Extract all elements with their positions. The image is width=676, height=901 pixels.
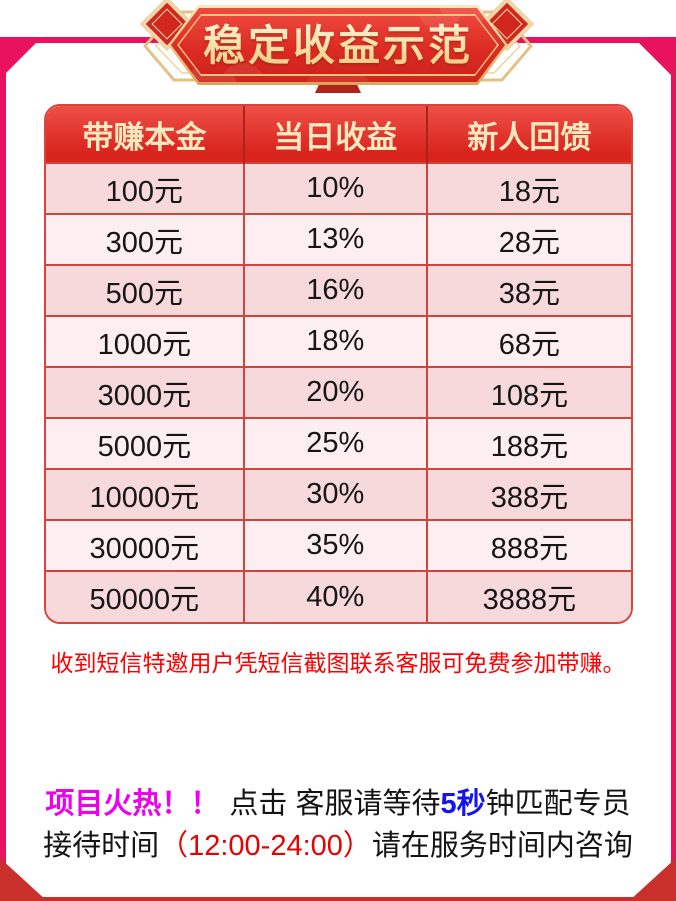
col-header-newcomer-reward: 新人回馈: [425, 106, 631, 163]
table-row: 30000元 35% 888元: [46, 519, 631, 571]
table-cell: 100元: [46, 162, 244, 214]
col-header-daily-income: 当日收益: [242, 106, 427, 163]
footer-line-2: 接待时间（12:00-24:00）请在服务时间内咨询: [0, 825, 676, 867]
table-cell: 300元: [46, 213, 244, 265]
table-row: 500元 16% 38元: [46, 264, 631, 316]
table-cell: 18%: [242, 315, 427, 367]
footer-line-1: 项目火热！！ 点击 客服请等待5秒钟匹配专员: [0, 783, 676, 825]
service-hours-label: 接待时间: [43, 830, 160, 862]
table-cell: 30000元: [46, 519, 244, 571]
table-cell: 68元: [425, 315, 631, 367]
table-cell: 28元: [425, 213, 631, 265]
table-cell: 40%: [242, 570, 427, 622]
banner-plaque: 稳定收益示范: [168, 5, 508, 85]
table-cell: 5000元: [46, 417, 244, 469]
table-cell: 38元: [425, 264, 631, 316]
table-cell: 1000元: [46, 315, 244, 367]
table-row: 5000元 25% 188元: [46, 417, 631, 469]
table-cell: 13%: [242, 213, 427, 265]
table-cell: 10%: [242, 162, 427, 214]
table-row: 300元 13% 28元: [46, 213, 631, 265]
table-cell: 16%: [242, 264, 427, 316]
table-cell: 388元: [425, 468, 631, 520]
plaque-red-inner: [179, 16, 497, 74]
table-cell: 25%: [242, 417, 427, 469]
table-cell: 30%: [242, 468, 427, 520]
banner-title: 稳定收益示范: [168, 5, 508, 85]
table-body: 100元 10% 18元 300元 13% 28元 500元 16% 38元 1000元 18% 68…: [46, 162, 631, 622]
table-cell: 108元: [425, 366, 631, 418]
table-row: 10000元 30% 388元: [46, 468, 631, 520]
table-row: 1000元 18% 68元: [46, 315, 631, 367]
table-row: 100元 10% 18元: [46, 162, 631, 214]
service-hours-time: （12:00-24:00）: [159, 830, 372, 862]
bottom-red-strip: [0, 897, 676, 901]
table-cell: 20%: [242, 366, 427, 418]
table-cell: 3000元: [46, 366, 244, 418]
table-cell: 188元: [425, 417, 631, 469]
match-specialist-text: 钟匹配专员: [485, 788, 631, 820]
table-header-row: 带赚本金 当日收益 新人回馈: [46, 106, 631, 163]
wait-seconds-text: 5秒: [440, 788, 486, 820]
sms-notice-text: 收到短信特邀用户凭短信截图联系客服可免费参加带赚。: [50, 650, 626, 676]
table-cell: 500元: [46, 264, 244, 316]
banner: 稳定收益示范: [118, 0, 558, 98]
table-cell: 888元: [425, 519, 631, 571]
income-table: 带赚本金 当日收益 新人回馈 100元 10% 18元 300元 13% 28元 500元 1…: [44, 104, 633, 624]
col-header-principal: 带赚本金: [46, 106, 244, 163]
table-cell: 3888元: [425, 570, 631, 622]
table-cell: 18元: [425, 162, 631, 214]
table-row: 50000元 40% 3888元: [46, 570, 631, 622]
project-hot-text: 项目火热！！: [45, 788, 220, 820]
table-cell: 35%: [242, 519, 427, 571]
table-cell: 10000元: [46, 468, 244, 520]
table-row: 3000元 20% 108元: [46, 366, 631, 418]
service-hours-note: 请在服务时间内咨询: [371, 830, 633, 862]
footer-text: 项目火热！！ 点击 客服请等待5秒钟匹配专员 接待时间（12:00-24:00）请…: [0, 783, 676, 867]
ribbon-tab: [315, 83, 361, 93]
table-cell: 50000元: [46, 570, 244, 622]
click-service-text: 点击 客服请等待: [229, 788, 441, 820]
